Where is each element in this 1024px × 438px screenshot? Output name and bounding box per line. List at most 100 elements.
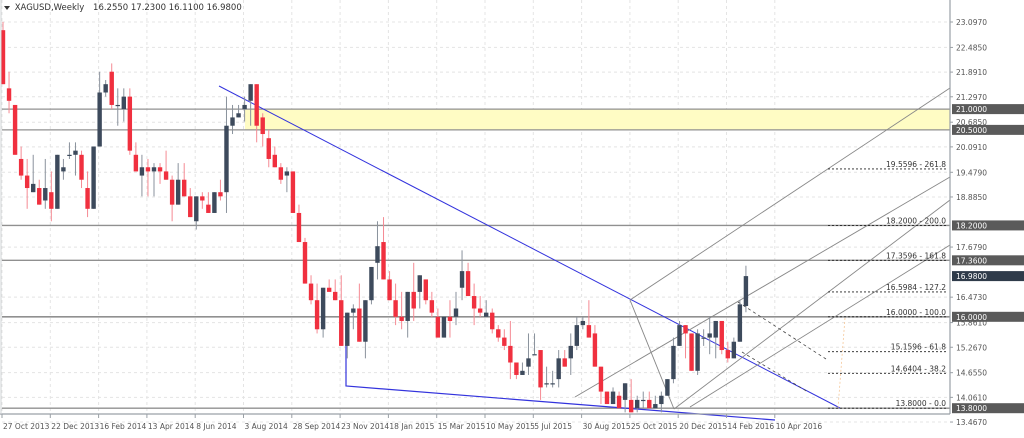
bull-candle — [236, 113, 241, 118]
date-tick: 23 Nov 2014 — [341, 422, 389, 431]
bear-candle — [12, 104, 18, 155]
svg-text:13.8000: 13.8000 — [956, 404, 987, 413]
bear-candle — [302, 242, 308, 284]
fib-vertical — [837, 317, 846, 409]
ohlc-values: 16.2550 17.2300 16.1100 16.9800 — [93, 3, 242, 13]
price-tick: 21.2970 — [956, 93, 987, 102]
date-tick: 28 Sep 2014 — [293, 422, 341, 431]
price-tick: 17.6790 — [956, 243, 987, 252]
price-tick: 14.6550 — [956, 369, 987, 378]
collapse-arrow-icon[interactable] — [4, 5, 10, 10]
bear-candle — [628, 399, 634, 413]
channel-line[interactable] — [689, 244, 951, 408]
date-tick: 13 Apr 2014 — [148, 422, 195, 431]
price-tick: 13.4670 — [956, 418, 987, 427]
date-tick: 30 Aug 2015 — [583, 422, 631, 431]
bull-candle — [73, 150, 78, 155]
bull-candle — [574, 325, 579, 346]
price-tag — [952, 255, 1024, 266]
date-tick: 20 Dec 2015 — [679, 422, 727, 431]
bull-candle — [453, 308, 459, 317]
bull-candle — [175, 179, 181, 205]
date-tick: 25 Oct 2015 — [631, 422, 678, 431]
date-tick: 14 Feb 2016 — [728, 422, 775, 431]
bear-candle — [411, 291, 416, 309]
current-price-tag — [952, 271, 1024, 282]
bull-candle — [441, 316, 447, 338]
bull-candle — [568, 345, 573, 359]
bull-candle — [284, 171, 290, 176]
bear-candle — [157, 167, 163, 172]
bear-candle — [616, 395, 622, 409]
trendline-upper[interactable] — [218, 85, 841, 409]
bear-candle — [586, 325, 592, 338]
bull-candle — [743, 276, 749, 307]
price-tick: 16.4730 — [956, 293, 987, 302]
bull-candle — [405, 291, 410, 321]
bear-candle — [206, 204, 211, 213]
price-tag — [952, 403, 1024, 414]
bear-candle — [49, 192, 54, 209]
bear-candle — [435, 316, 441, 338]
candles — [0, 21, 749, 413]
bear-candle — [689, 333, 694, 371]
channel-line[interactable] — [673, 199, 951, 410]
bear-candle — [133, 154, 139, 172]
bear-candle — [254, 84, 259, 126]
bull-candle — [139, 167, 145, 176]
price-tick: 22.4850 — [956, 43, 987, 52]
resistance-zone — [245, 109, 950, 130]
bear-candle — [182, 179, 187, 197]
bull-candle — [97, 92, 102, 147]
svg-text:18.2000: 18.2000 — [956, 221, 987, 230]
bull-candle — [695, 333, 700, 371]
svg-text:20.5000: 20.5000 — [956, 126, 987, 135]
price-axis[interactable]: 23.0970 22.4850 21.8910 21.2970 20.6850 20.09… — [950, 18, 1024, 427]
bull-candle — [369, 266, 374, 301]
bear-candle — [296, 212, 302, 243]
bull-candle — [484, 312, 489, 317]
channel-line[interactable] — [629, 87, 951, 301]
bear-candle — [272, 154, 277, 168]
bear-candle — [326, 287, 332, 292]
bear-candle — [423, 279, 428, 301]
bear-candle — [496, 329, 501, 338]
bull-candle — [665, 379, 670, 396]
bull-candle — [242, 104, 247, 110]
time-axis[interactable]: 27 Oct 2013 22 Dec 2013 16 Feb 2014 13 Apr … — [1, 414, 823, 431]
bear-candle — [24, 175, 30, 189]
fib-label: 13.8000 - 0.0 — [896, 399, 947, 408]
bull-candle — [580, 320, 586, 326]
bull-candle — [701, 337, 706, 339]
bear-candle — [314, 300, 320, 330]
price-tick: 18.8850 — [956, 193, 987, 202]
svg-text:17.3600: 17.3600 — [956, 256, 987, 265]
bull-candle — [121, 96, 126, 110]
date-tick: 16 Feb 2014 — [100, 422, 147, 431]
bull-candle — [532, 354, 537, 356]
bear-candle — [218, 192, 223, 197]
date-tick: 22 Dec 2013 — [51, 422, 99, 431]
date-tick: 15 Mar 2015 — [438, 422, 486, 431]
bear-candle — [490, 312, 495, 330]
bear-candle — [169, 179, 175, 205]
bear-candle — [393, 300, 398, 317]
chart-header: XAGUSD,Weekly 16.2550 17.2300 16.1100 16… — [4, 3, 242, 13]
channel-line[interactable] — [574, 176, 951, 398]
bear-candle — [85, 188, 90, 209]
bear-candle — [387, 279, 392, 301]
bear-candle — [465, 271, 471, 297]
price-tick: 15.8610 — [956, 319, 987, 328]
date-tick: 10 Apr 2016 — [776, 422, 823, 431]
bear-candle — [290, 171, 296, 213]
price-tick: 21.8910 — [956, 68, 987, 77]
fib-label: 16.0000 - 100.0 — [886, 308, 946, 317]
bear-candle — [339, 300, 344, 346]
price-tick: 20.0910 — [956, 143, 987, 152]
bull-candle — [91, 146, 96, 209]
fib-label: 18.2000 - 200.0 — [886, 216, 946, 225]
bull-candle — [194, 196, 199, 222]
bear-candle — [0, 30, 6, 85]
bear-candle — [471, 296, 477, 309]
